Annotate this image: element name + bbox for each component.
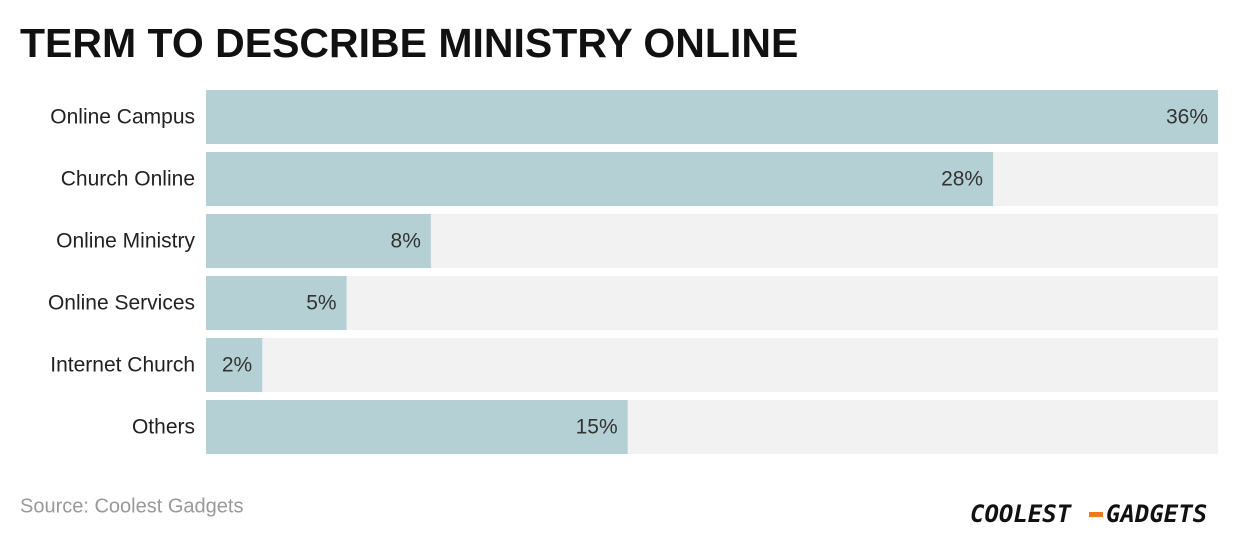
bar <box>206 214 431 268</box>
logo-left: COOLEST <box>970 500 1073 528</box>
value-label: 28% <box>941 168 983 191</box>
chart-title: TERM TO DESCRIBE MINISTRY ONLINE <box>20 20 798 66</box>
category-label: Online Ministry <box>56 230 195 253</box>
value-label: 8% <box>391 230 421 253</box>
logo-dash <box>1089 512 1103 517</box>
category-label: Online Campus <box>50 106 195 129</box>
source: Source: Coolest Gadgets <box>20 495 243 517</box>
value-label: 2% <box>222 354 252 377</box>
value-label: 36% <box>1166 106 1208 129</box>
bar-track <box>206 276 1218 330</box>
category-label: Church Online <box>61 168 195 191</box>
bar-track <box>206 338 1218 392</box>
logo-right: GADGETS <box>1106 500 1207 528</box>
category-label: Others <box>132 416 195 439</box>
category-label: Internet Church <box>50 354 195 377</box>
value-label: 5% <box>306 292 336 315</box>
bar <box>206 338 263 392</box>
bar <box>206 400 628 454</box>
bar <box>206 90 1218 144</box>
value-label: 15% <box>576 416 618 439</box>
bar <box>206 276 347 330</box>
category-label: Online Services <box>48 292 195 315</box>
logo: COOLEST GADGETS <box>970 500 1207 528</box>
bar <box>206 152 994 206</box>
